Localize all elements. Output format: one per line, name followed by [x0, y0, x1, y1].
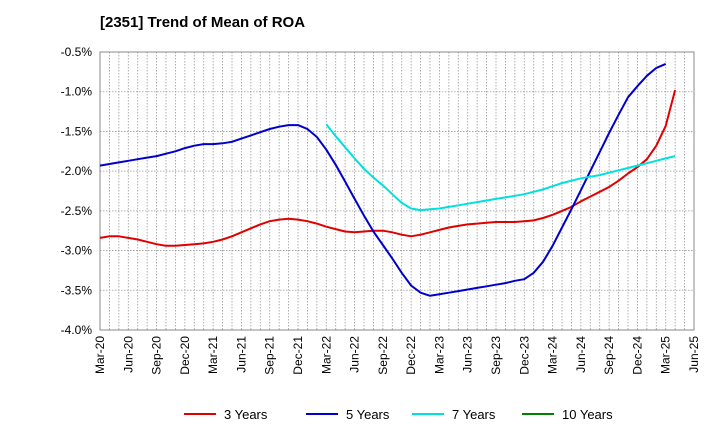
plot-frame [99, 51, 695, 331]
x-tick-label: Mar-20 [93, 336, 107, 374]
chart-title: [2351] Trend of Mean of ROA [100, 14, 306, 31]
x-tick-label: Sep-22 [376, 336, 390, 375]
x-tick-label: Jun-23 [461, 336, 475, 373]
legend-label-5-years: 5 Years [346, 407, 390, 422]
x-tick-label: Sep-20 [150, 336, 164, 375]
y-tick-label: -3.0% [61, 244, 93, 258]
legend-label-3-years: 3 Years [224, 407, 268, 422]
x-tick-label: Sep-21 [263, 336, 277, 375]
x-tick-label: Dec-23 [517, 336, 531, 375]
x-tick-label: Mar-22 [319, 336, 333, 374]
y-tick-label: -1.0% [61, 85, 93, 99]
series-line-7-years [325, 123, 676, 212]
series-line-5-years [99, 62, 667, 297]
x-tick-label: Jun-20 [121, 336, 135, 373]
y-tick-label: -1.5% [61, 124, 93, 138]
x-tick-label: Mar-21 [206, 336, 220, 374]
y-tick-label: -2.0% [61, 164, 93, 178]
x-tick-label: Jun-25 [687, 336, 701, 373]
y-tick-label: -3.5% [61, 283, 93, 297]
grid-lines [100, 52, 694, 330]
x-tick-label: Mar-23 [432, 336, 446, 374]
x-tick-label: Mar-25 [659, 336, 673, 374]
series-line-3-years [99, 89, 677, 247]
axes: -0.5% -1.0% -1.5% -2.0% -2.5% -3.0% -3.5% -4.0%… [61, 45, 701, 375]
legend-label-10-years: 10 Years [562, 407, 613, 422]
x-tick-label: Dec-22 [404, 336, 418, 375]
legend-label-7-years: 7 Years [452, 407, 496, 422]
x-tick-label: Dec-21 [291, 336, 305, 375]
legend: 3 Years 5 Years 7 Years 10 Years [184, 407, 613, 422]
y-tick-label: -2.5% [61, 204, 93, 218]
x-tick-label: Dec-20 [178, 336, 192, 375]
x-tick-label: Jun-22 [348, 336, 362, 373]
series-lines [99, 62, 677, 297]
x-tick-label: Jun-24 [574, 336, 588, 373]
x-tick-label: Jun-21 [234, 336, 248, 373]
x-tick-label: Dec-24 [630, 336, 644, 375]
x-tick-label: Sep-23 [489, 336, 503, 375]
x-tick-label: Sep-24 [602, 336, 616, 375]
y-tick-label: -4.0% [61, 323, 93, 337]
x-tick-label: Mar-24 [546, 336, 560, 374]
y-tick-label: -0.5% [61, 45, 93, 59]
